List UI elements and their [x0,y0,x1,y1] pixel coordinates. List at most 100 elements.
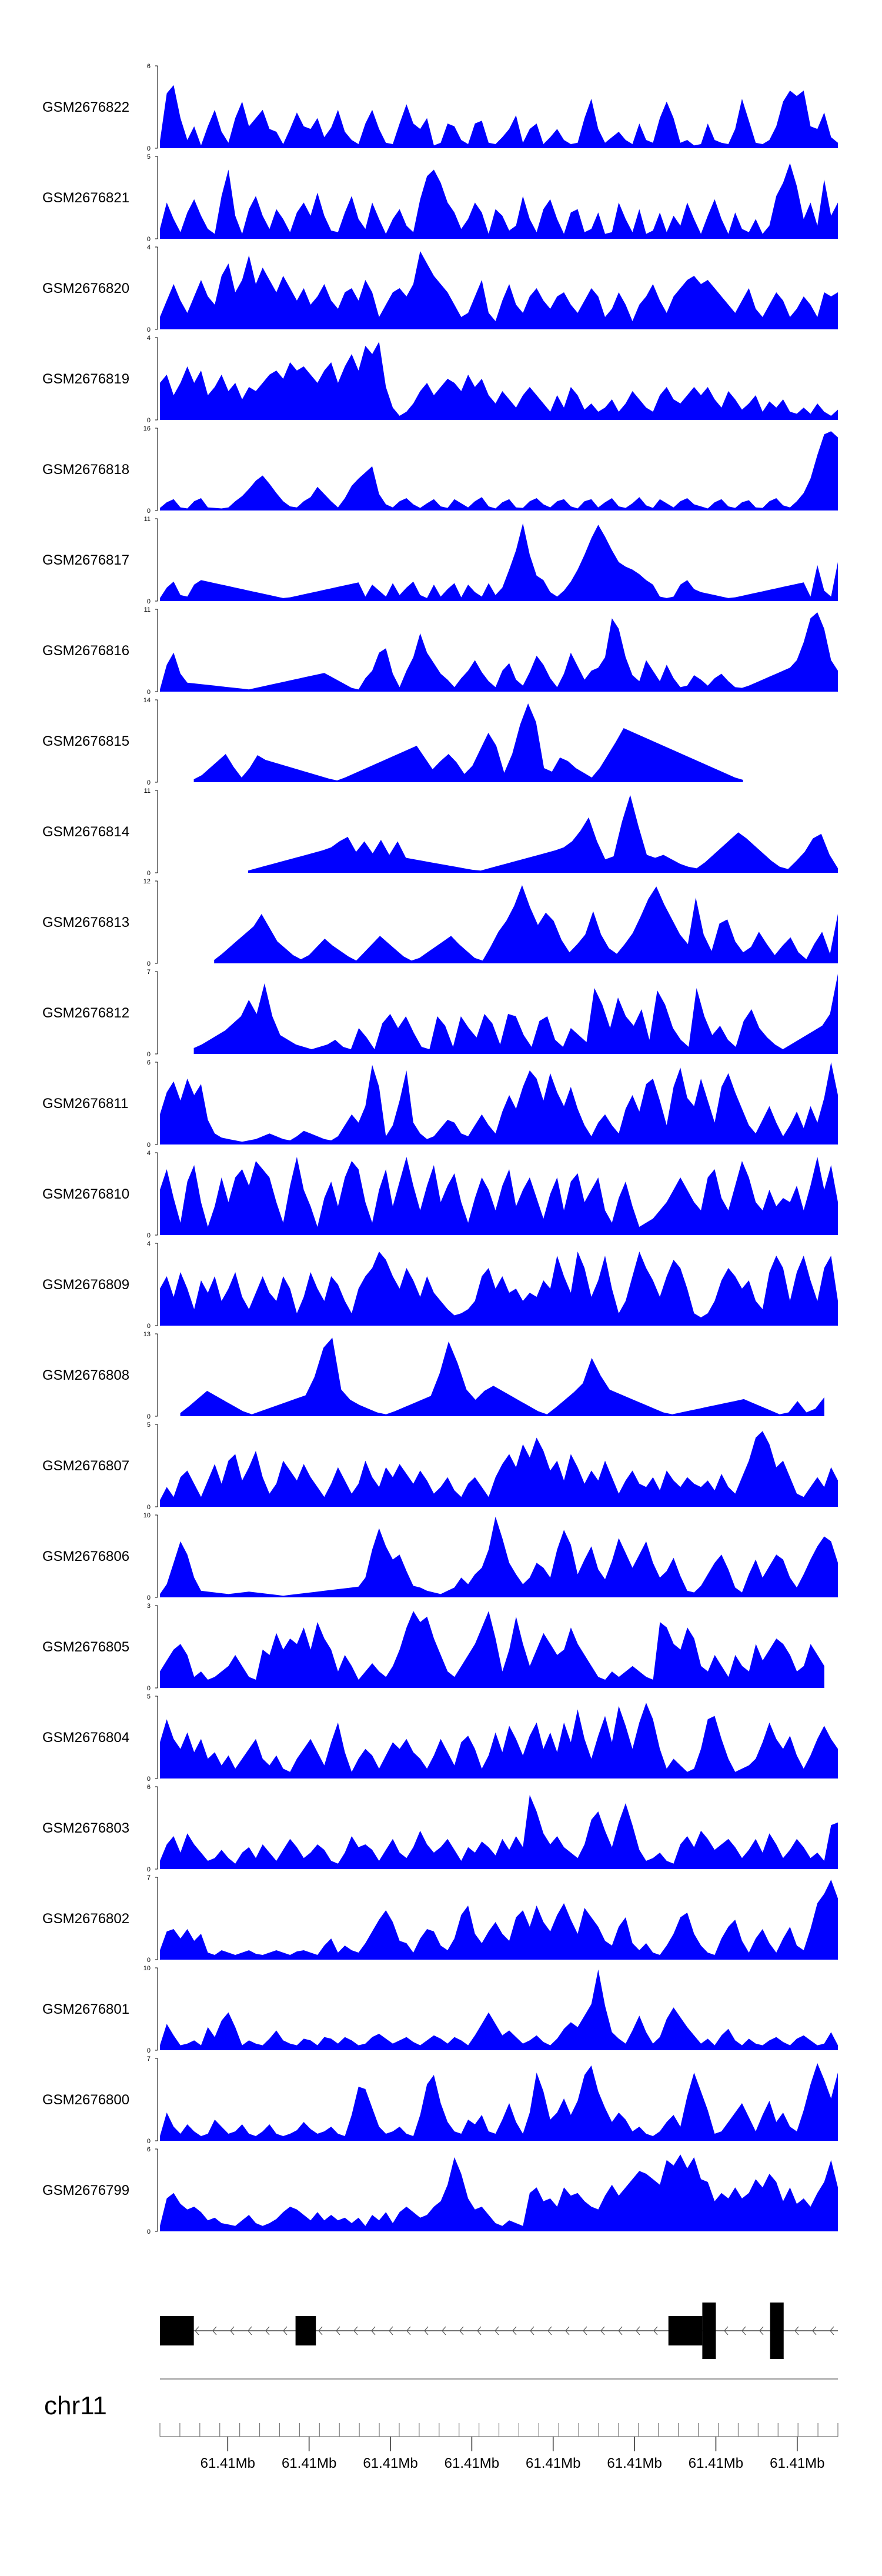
strand-chevron [547,2326,552,2335]
y-tick-label-min: 0 [147,1594,151,1601]
track-GSM2676810: GSM2676810 4 0 [42,1150,838,1239]
y-tick-label-max: 6 [147,1059,151,1066]
coverage-area [160,1431,838,1507]
track-label: GSM2676805 [42,1639,129,1655]
coverage-area [160,85,838,148]
y-tick-label-max: 3 [147,1603,151,1610]
coverage-area [160,2063,838,2141]
track-GSM2676815: GSM2676815 14 0 [42,697,743,786]
chromosome-label: chr11 [44,2391,107,2420]
strand-chevron [477,2326,482,2335]
track-label: GSM2676810 [42,1186,129,1202]
x-tick-label: 61.41Mb [689,2455,743,2471]
track-label: GSM2676801 [42,2001,129,2017]
coverage-area [160,1516,838,1597]
y-tick-label-max: 6 [147,2146,151,2153]
y-tick-label-max: 7 [147,1874,151,1881]
strand-chevron [618,2326,623,2335]
track-label: GSM2676817 [42,552,129,568]
y-tick-label-min: 0 [147,598,151,605]
y-tick-label-max: 16 [143,425,151,432]
y-tick-label-min: 0 [147,870,151,877]
track-GSM2676801: GSM2676801 10 0 [42,1965,838,2054]
strand-chevron [442,2326,446,2335]
strand-chevron [230,2326,235,2335]
y-tick-label-max: 10 [143,1512,151,1519]
y-tick-label-min: 0 [147,236,151,243]
track-GSM2676818: GSM2676818 16 0 [42,425,838,515]
y-tick-label-min: 0 [147,960,151,967]
track-label: GSM2676808 [42,1367,129,1383]
y-tick-label-max: 13 [143,1331,151,1338]
gene-model-track [160,2303,838,2359]
coverage-area [160,251,838,329]
track-label: GSM2676815 [42,733,129,749]
y-tick-label-max: 7 [147,2056,151,2063]
y-tick-label-max: 6 [147,1784,151,1791]
y-tick-label-max: 12 [143,878,151,885]
strand-chevron [371,2326,376,2335]
track-label: GSM2676816 [42,643,129,659]
strand-chevron [794,2326,799,2335]
x-tick-label: 61.41Mb [445,2455,499,2471]
y-tick-label-max: 4 [147,335,151,342]
track-label: GSM2676818 [42,462,129,478]
y-tick-label-max: 4 [147,244,151,251]
track-GSM2676813: GSM2676813 12 0 [42,878,838,967]
x-tick-label: 61.41Mb [282,2455,336,2471]
y-tick-label-max: 4 [147,1240,151,1247]
track-GSM2676812: GSM2676812 7 0 [42,969,838,1058]
strand-chevron [353,2326,358,2335]
strand-chevron [424,2326,429,2335]
exon-block [770,2303,784,2359]
coverage-area [160,1252,838,1326]
y-tick-label-max: 7 [147,969,151,976]
y-tick-label-max: 5 [147,1422,151,1429]
track-label: GSM2676811 [42,1096,128,1112]
coverage-area [193,703,743,782]
strand-chevron [318,2326,323,2335]
strand-chevron [812,2326,817,2335]
track-label: GSM2676800 [42,2092,129,2108]
y-tick-label-max: 11 [144,788,151,795]
coverage-area [160,1703,838,1778]
coverage-area [160,1062,838,1144]
strand-chevron [512,2326,517,2335]
y-tick-label-min: 0 [147,1413,151,1420]
track-label: GSM2676820 [42,281,129,296]
y-tick-label-min: 0 [147,1685,151,1692]
y-tick-label-min: 0 [147,2047,151,2054]
coverage-area [160,342,838,420]
track-GSM2676807: GSM2676807 5 0 [42,1422,838,1511]
track-GSM2676804: GSM2676804 5 0 [42,1693,838,1783]
strand-chevron [830,2326,834,2335]
coverage-area [180,1337,824,1416]
exon-block [160,2316,194,2345]
strand-chevron [195,2326,199,2335]
track-label: GSM2676807 [42,1458,129,1474]
strand-chevron [565,2326,570,2335]
track-GSM2676814: GSM2676814 11 0 [42,788,838,877]
coverage-area [160,1157,838,1235]
track-GSM2676817: GSM2676817 11 0 [42,516,838,605]
track-GSM2676816: GSM2676816 11 0 [42,606,838,696]
track-label: GSM2676814 [42,824,129,840]
track-label: GSM2676812 [42,1005,129,1021]
coverage-area [160,431,838,510]
strand-chevron [600,2326,605,2335]
y-tick-label-min: 0 [147,1866,151,1873]
y-tick-label-max: 11 [144,516,151,523]
y-tick-label-min: 0 [147,2228,151,2235]
strand-chevron [406,2326,411,2335]
coverage-area [214,885,838,963]
track-label: GSM2676822 [42,99,129,115]
y-tick-label-min: 0 [147,1051,151,1058]
x-tick-label: 61.41Mb [607,2455,662,2471]
y-tick-label-max: 11 [144,606,151,613]
coverage-area [160,523,838,601]
coverage-area [160,2154,838,2231]
y-tick-label-min: 0 [147,508,151,515]
y-tick-label-min: 0 [147,417,151,424]
x-tick-label: 61.41Mb [201,2455,255,2471]
